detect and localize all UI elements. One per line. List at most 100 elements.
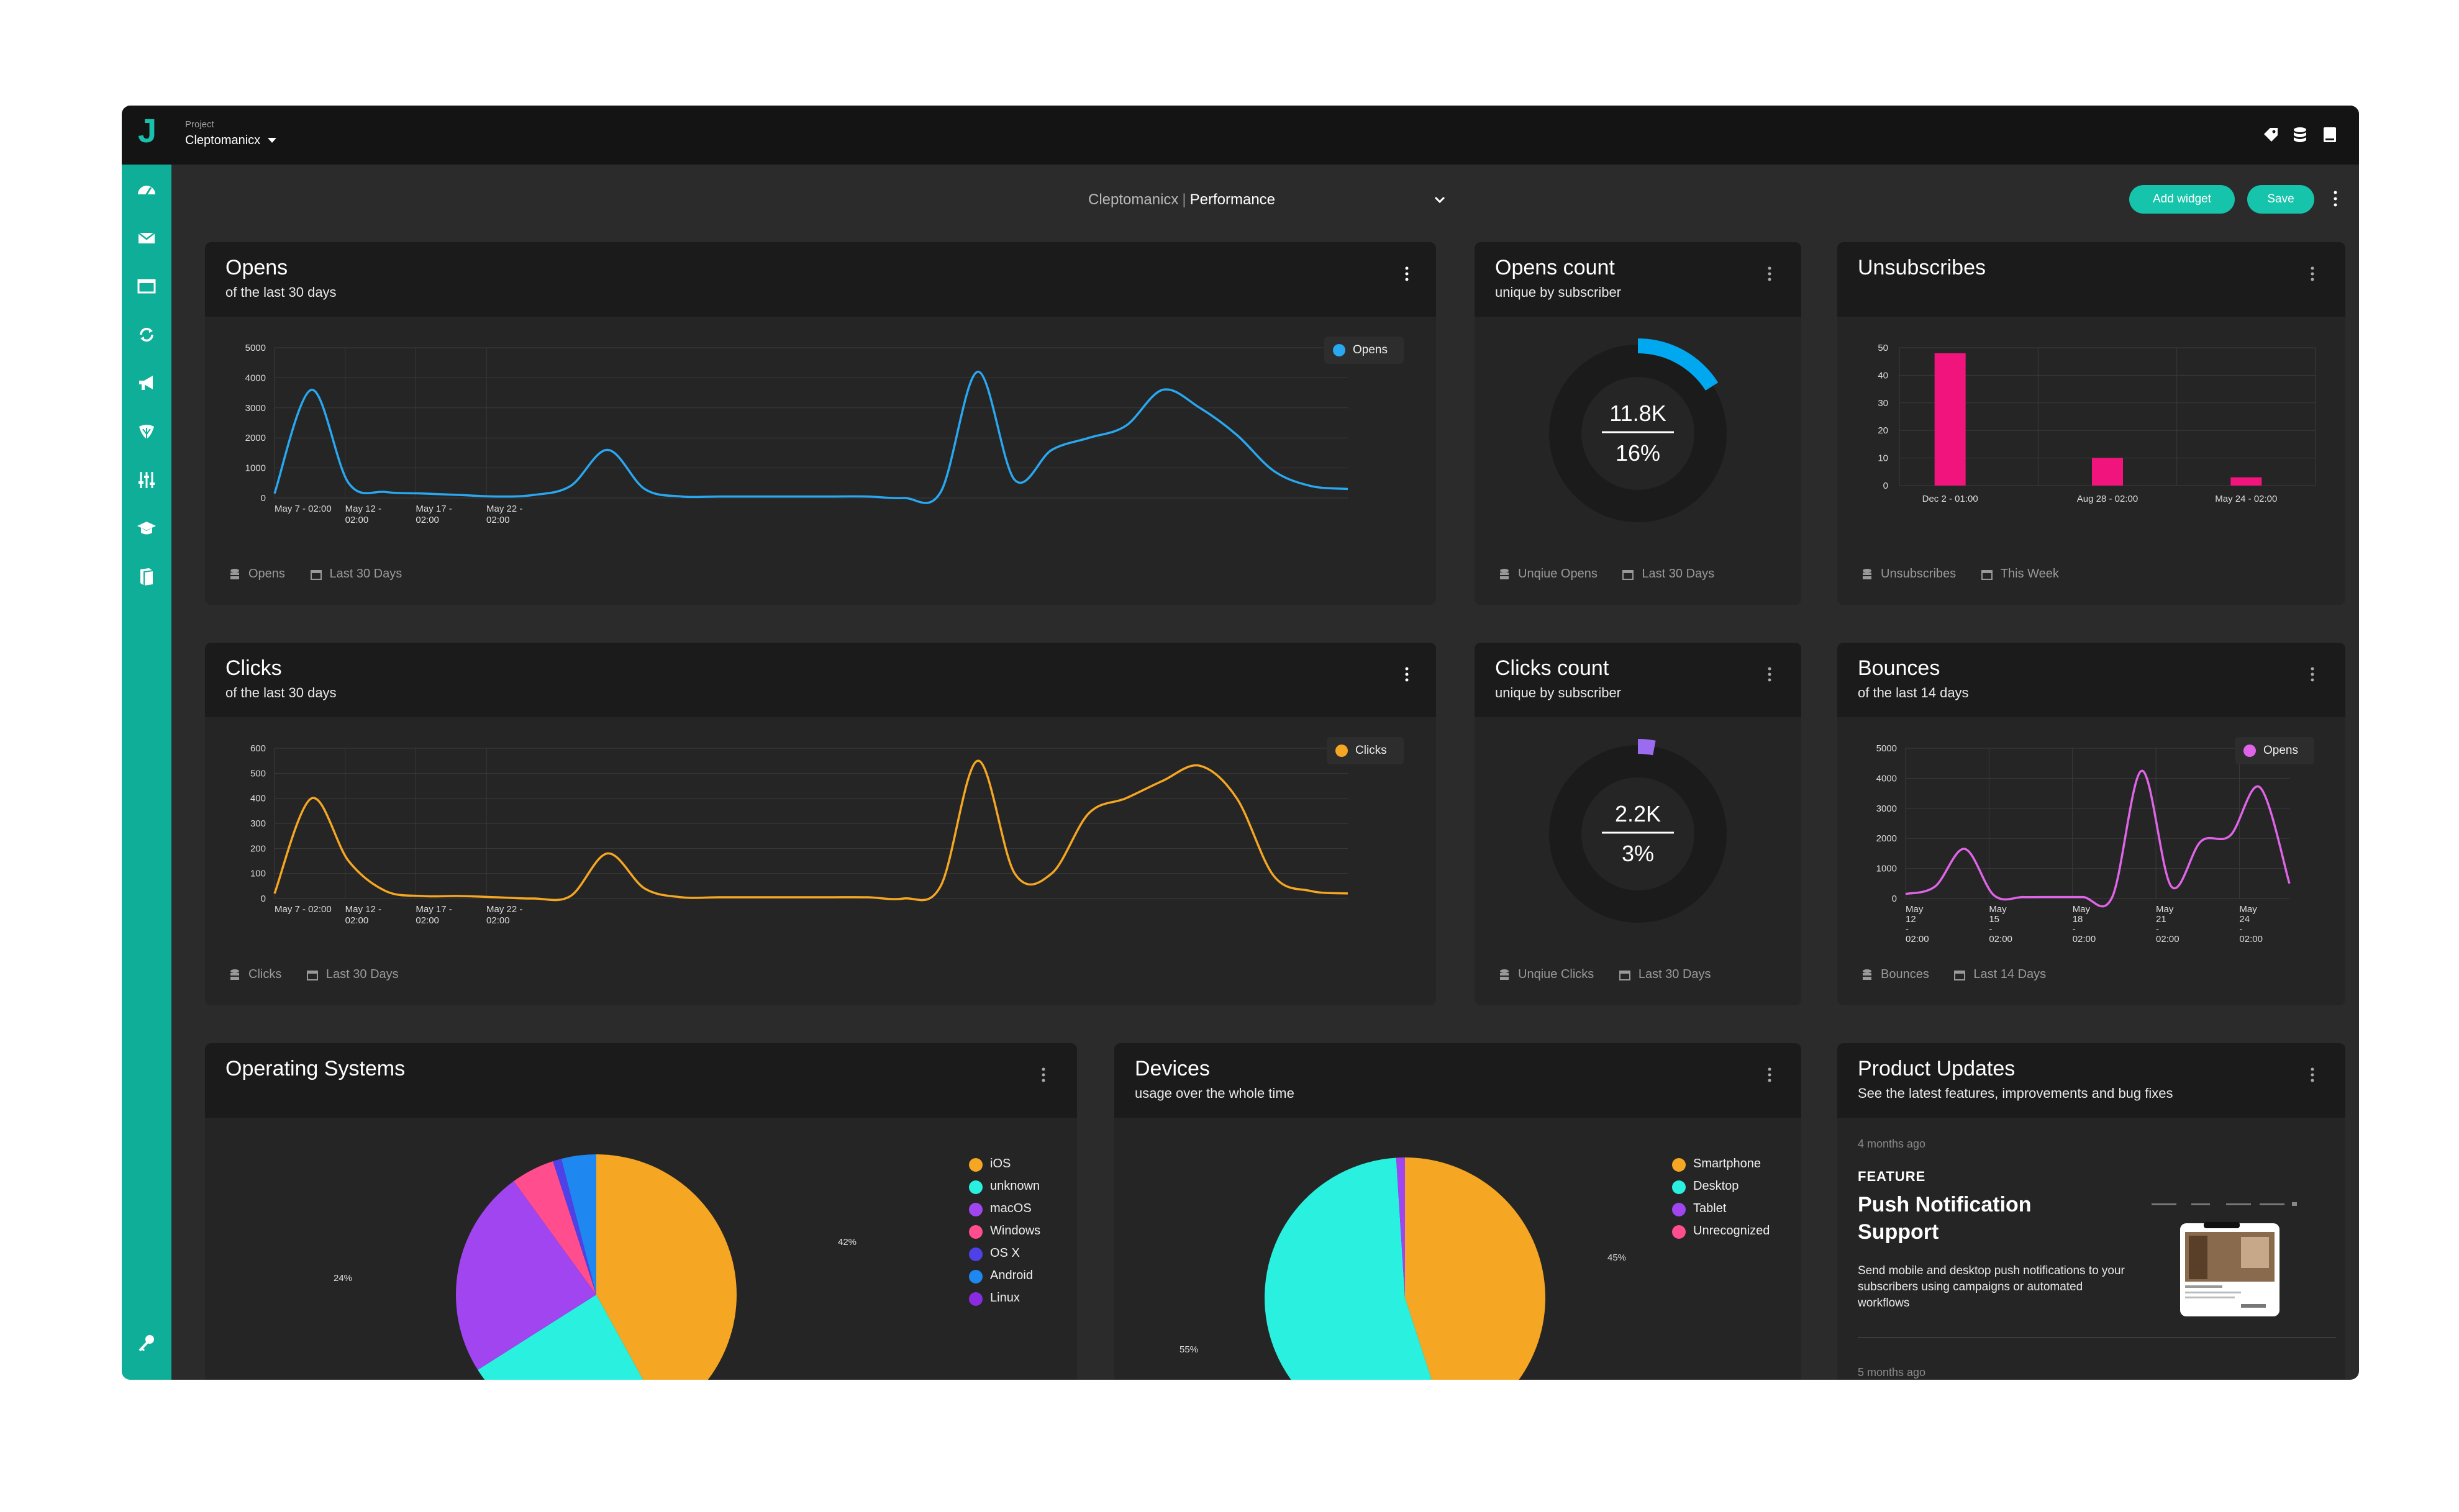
x-tick-label-line: May xyxy=(2239,904,2257,915)
sync-icon[interactable] xyxy=(135,324,158,346)
card-menu-icon[interactable] xyxy=(1404,665,1410,684)
legend-item[interactable]: OS X xyxy=(969,1244,1068,1267)
project-selector[interactable]: Cleptomanicx xyxy=(185,134,261,147)
legend-label: Opens xyxy=(2263,744,2298,757)
book-icon[interactable] xyxy=(2320,125,2339,144)
card-header: Clicks count unique by subscriber xyxy=(1475,643,1801,717)
x-tick-label-line: May 17 - xyxy=(416,504,452,514)
y-tick-label: 200 xyxy=(250,843,266,854)
card-menu-icon[interactable] xyxy=(2309,665,2316,684)
legend-item[interactable]: Unrecognized xyxy=(1672,1222,1796,1244)
donut-value: 11.8K xyxy=(1609,401,1666,426)
x-tick-label-line: 02:00 xyxy=(345,515,369,525)
x-tick-label-line: 15 xyxy=(1989,914,1999,925)
y-tick-label: 100 xyxy=(250,869,266,879)
browser-icon[interactable] xyxy=(135,275,158,297)
card-header: Opens of the last 30 days xyxy=(205,242,1436,317)
card-header: Clicks of the last 30 days xyxy=(205,643,1436,717)
megaphone-icon[interactable] xyxy=(135,372,158,394)
legend-item[interactable]: Smartphone xyxy=(1672,1155,1796,1177)
book-icon[interactable] xyxy=(135,566,158,588)
card-menu-icon[interactable] xyxy=(1040,1066,1047,1084)
legend-item[interactable]: iOS xyxy=(969,1155,1068,1177)
legend-item[interactable]: Linux xyxy=(969,1289,1068,1311)
footer-metric: Unsubscribes xyxy=(1881,567,1957,581)
add-widget-button[interactable]: Add widget xyxy=(2129,185,2235,214)
card-subtitle: of the last 30 days xyxy=(225,284,337,300)
caret-down-icon[interactable] xyxy=(268,138,276,143)
card-menu-icon[interactable] xyxy=(1404,265,1410,283)
x-tick-label: May 21 -02:00 xyxy=(2156,904,2179,944)
calendar-icon xyxy=(310,569,322,580)
chart-legend[interactable]: Opens xyxy=(2235,737,2314,764)
card-menu-icon[interactable] xyxy=(1766,1066,1773,1084)
app-logo[interactable]: J xyxy=(138,112,157,150)
key-icon[interactable] xyxy=(135,1332,158,1354)
x-tick-label-line: May 22 - xyxy=(486,904,522,915)
card-title: Product Updates xyxy=(1858,1057,2016,1080)
legend-item[interactable]: Windows xyxy=(969,1222,1068,1244)
chevron-down-icon[interactable] xyxy=(1432,192,1447,207)
legend-label: Android xyxy=(990,1269,1033,1282)
chart-legend[interactable]: Opens xyxy=(1324,337,1404,364)
graduation-cap-icon[interactable] xyxy=(135,517,158,540)
update-tag: FEATURE xyxy=(1858,1169,1926,1184)
y-tick-label: 300 xyxy=(250,818,266,829)
x-tick-label-line: May xyxy=(1989,904,2007,915)
opens-line-chart: 0 1000 2000 3000 4000 5000 May 7 - 02:00 May 12… xyxy=(245,343,1348,525)
product-updates-card: Product Updates See the latest features,… xyxy=(1837,1043,2345,1380)
legend-swatch xyxy=(969,1270,983,1283)
chart-legend[interactable]: Clicks xyxy=(1327,737,1404,764)
dashboard-selector[interactable]: Cleptomanicx | Performance xyxy=(1088,191,1275,209)
tag-icon[interactable] xyxy=(2261,125,2280,144)
os-pie-chart: 42% 24% xyxy=(334,1154,857,1380)
database-icon[interactable] xyxy=(2291,125,2309,144)
database-icon xyxy=(1863,969,1871,980)
leaf-icon[interactable] xyxy=(135,420,158,443)
card-menu-icon[interactable] xyxy=(2309,1066,2316,1084)
legend-swatch xyxy=(969,1203,983,1216)
card-menu-icon[interactable] xyxy=(1766,265,1773,283)
update-title[interactable]: Push Notification Support xyxy=(1858,1193,2032,1244)
card-title: Clicks count xyxy=(1495,656,1609,680)
save-button[interactable]: Save xyxy=(2247,185,2314,214)
pie-slice xyxy=(478,1295,643,1380)
card-title: Clicks xyxy=(225,656,282,680)
x-tick-label: Aug 28 - 02:00 xyxy=(2077,494,2138,504)
y-tick-label: 3000 xyxy=(245,403,266,414)
card-subtitle: See the latest features, improvements an… xyxy=(1858,1085,2173,1101)
card-menu-icon[interactable] xyxy=(2309,265,2316,283)
legend-item[interactable]: macOS xyxy=(969,1200,1068,1222)
y-tick-label: 2000 xyxy=(245,433,266,443)
mail-icon[interactable] xyxy=(135,227,158,249)
legend-item[interactable]: Tablet xyxy=(1672,1200,1796,1222)
update-thumbnail[interactable] xyxy=(2148,1198,2303,1323)
calendar-icon xyxy=(306,970,318,980)
database-icon xyxy=(230,969,239,980)
donut-percent: 16% xyxy=(1616,440,1660,466)
dashboard-icon[interactable] xyxy=(135,178,158,201)
legend-item[interactable]: Android xyxy=(969,1267,1068,1289)
x-tick-label-line: May xyxy=(2073,904,2091,915)
x-tick-label-line: 12 xyxy=(1906,914,1916,925)
card-menu-icon[interactable] xyxy=(1766,665,1773,684)
legend-swatch xyxy=(1335,745,1348,757)
sliders-icon[interactable] xyxy=(135,469,158,491)
top-bar: J Project Cleptomanicx xyxy=(122,106,2359,165)
x-tick-label-line: May xyxy=(1906,904,1924,915)
legend-label: Windows xyxy=(990,1224,1041,1238)
devices-pie-chart: 45% 55% xyxy=(1180,1157,1626,1380)
update-timestamp: 5 months ago xyxy=(1858,1366,1926,1378)
database-icon xyxy=(1863,568,1871,579)
slice-label: 42% xyxy=(838,1237,857,1247)
x-tick-label-line: 02:00 xyxy=(416,515,439,525)
pie-slice xyxy=(561,1154,596,1295)
clicks-count-donut: 2.2K 3% xyxy=(1549,739,1727,923)
legend-item[interactable]: Desktop xyxy=(1672,1177,1796,1200)
x-tick-label-line: 02:00 xyxy=(2239,934,2263,944)
x-tick-label-line: May 12 - xyxy=(345,504,381,514)
y-tick-label: 5000 xyxy=(1876,743,1897,754)
legend-item[interactable]: unknown xyxy=(969,1177,1068,1200)
card-title: Operating Systems xyxy=(225,1057,406,1080)
more-options-icon[interactable] xyxy=(2332,189,2339,209)
